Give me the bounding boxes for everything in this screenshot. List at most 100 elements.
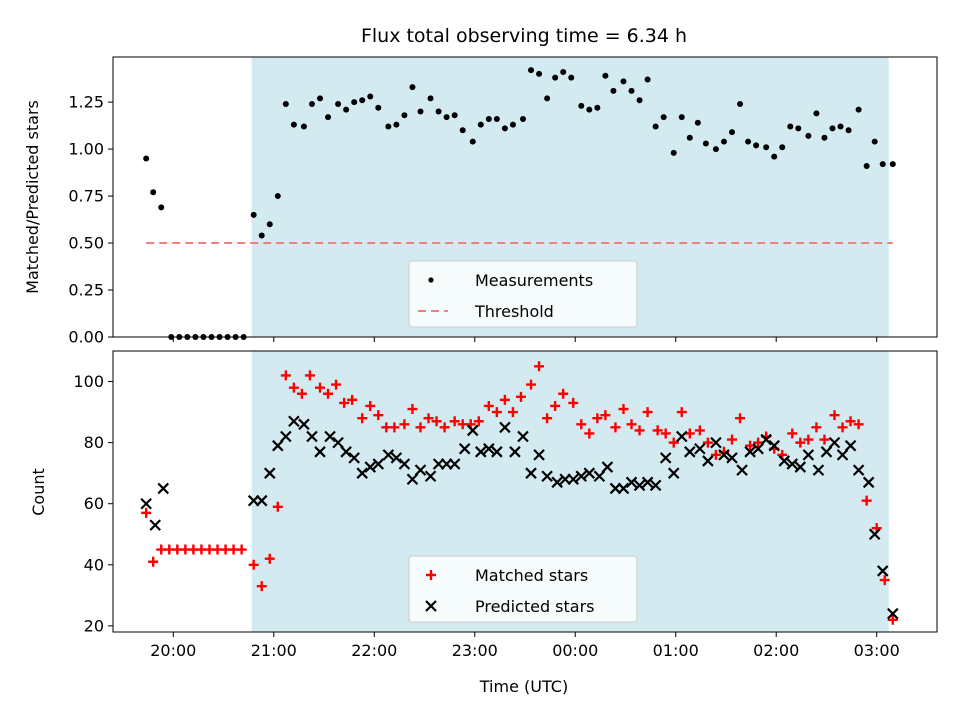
matched-star-point (710, 449, 721, 460)
y-tick-label: 60 (84, 494, 104, 513)
measurement-point (308, 100, 315, 107)
predicted-star-point (844, 439, 857, 452)
predicted-star-point (684, 446, 696, 458)
measurement-point (544, 95, 551, 102)
measurement-point (845, 127, 852, 134)
matched-star-point (727, 434, 738, 445)
legend-box (408, 260, 638, 328)
measurement-point (568, 74, 575, 81)
matched-star-point (526, 379, 537, 390)
measurement-point (578, 102, 585, 109)
predicted-star-point (868, 528, 881, 541)
matched-star-point (795, 437, 806, 448)
predicted-star-point (466, 424, 479, 437)
measurement-point (821, 134, 828, 141)
panel-frame (112, 56, 938, 338)
predicted-star-point (702, 455, 714, 467)
measurement-point (536, 70, 543, 77)
matched-star-point (365, 400, 376, 411)
predicted-star-point (852, 464, 865, 476)
predicted-star-point (533, 449, 545, 461)
predicted-star-point (812, 464, 825, 476)
predicted-star-point (768, 439, 780, 452)
measurement-point (335, 100, 342, 107)
measurement-point (795, 125, 802, 132)
matched-star-point (315, 382, 326, 393)
panel-counts: 20 40 60 80 100 20:00 21:00 22:00 23:00 00:00 01:0… (73, 350, 938, 660)
measurement-point (779, 144, 786, 151)
predicted-star-point (744, 446, 756, 458)
x-tick-label: 21:00 (251, 641, 297, 660)
measurement-point (686, 134, 693, 141)
measurement-point (586, 106, 593, 113)
series-predicted-stars (140, 415, 899, 620)
predicted-star-point (718, 449, 730, 461)
predicted-star-point (551, 476, 563, 489)
measurement-point (409, 84, 416, 91)
matched-star-point (256, 581, 267, 592)
measurement-point (720, 138, 727, 145)
matched-star-point (652, 425, 663, 436)
matched-star-point (576, 419, 587, 430)
matched-star-point (357, 413, 368, 424)
predicted-star-point (491, 446, 503, 458)
measurement-point (771, 153, 778, 160)
measurement-point (602, 72, 609, 79)
measurement-point (871, 138, 878, 145)
matched-star-point (618, 404, 629, 415)
predicted-star-point (406, 473, 419, 486)
x-tick-label: 02:00 (753, 641, 799, 660)
predicted-star-point (475, 446, 487, 458)
measurement-point (763, 144, 770, 151)
x-tick-label: 01:00 (653, 641, 699, 660)
matched-star-point (811, 422, 822, 433)
predicted-star-point (649, 479, 662, 492)
y-tick-label: 80 (84, 433, 104, 452)
measurement-point (150, 189, 157, 196)
legend-marker-plus (425, 570, 436, 580)
legend-label: Measurements (475, 271, 593, 290)
measurement-point (863, 162, 870, 169)
top-y-axis-label: Matched/Predicted stars (23, 100, 42, 294)
predicted-star-point (149, 519, 161, 531)
predicted-star-point (575, 470, 588, 483)
predicted-star-point (525, 467, 537, 479)
predicted-star-point (862, 476, 875, 489)
measurement-point (317, 95, 324, 102)
predicted-star-point (157, 482, 170, 495)
measurement-point (427, 95, 434, 102)
matched-star-point (568, 397, 579, 408)
measurement-point (393, 121, 400, 128)
matched-star-point (296, 388, 307, 399)
legend: Measurements Threshold (408, 260, 638, 328)
measurement-point (266, 221, 273, 228)
matched-star-point (634, 425, 645, 436)
measurement-point (729, 129, 736, 136)
predicted-star-point (625, 476, 638, 489)
matched-star-point (449, 416, 460, 427)
matched-star-point (515, 391, 526, 402)
predicted-star-point (298, 418, 310, 431)
matched-star-point (592, 413, 603, 424)
predicted-star-point (828, 436, 841, 449)
predicted-star-point (364, 461, 377, 473)
predicted-star-point (414, 464, 427, 476)
matched-star-point (431, 416, 442, 427)
predicted-star-point (659, 452, 672, 464)
predicted-star-point (641, 476, 654, 489)
predicted-star-point (601, 461, 614, 473)
predicted-star-point (340, 446, 352, 458)
measurement-point (451, 112, 458, 119)
predicted-star-point (752, 442, 764, 455)
measurement-point (644, 76, 651, 83)
predicted-star-point (499, 421, 511, 434)
predicted-star-point (288, 415, 300, 428)
matched-star-point (264, 553, 275, 564)
predicted-star-point (517, 430, 529, 443)
measurement-point (805, 132, 812, 139)
predicted-star-point (675, 430, 688, 443)
x-tick-label: 22:00 (351, 641, 397, 660)
predicted-star-point (887, 607, 899, 620)
matched-star-point (610, 422, 621, 433)
